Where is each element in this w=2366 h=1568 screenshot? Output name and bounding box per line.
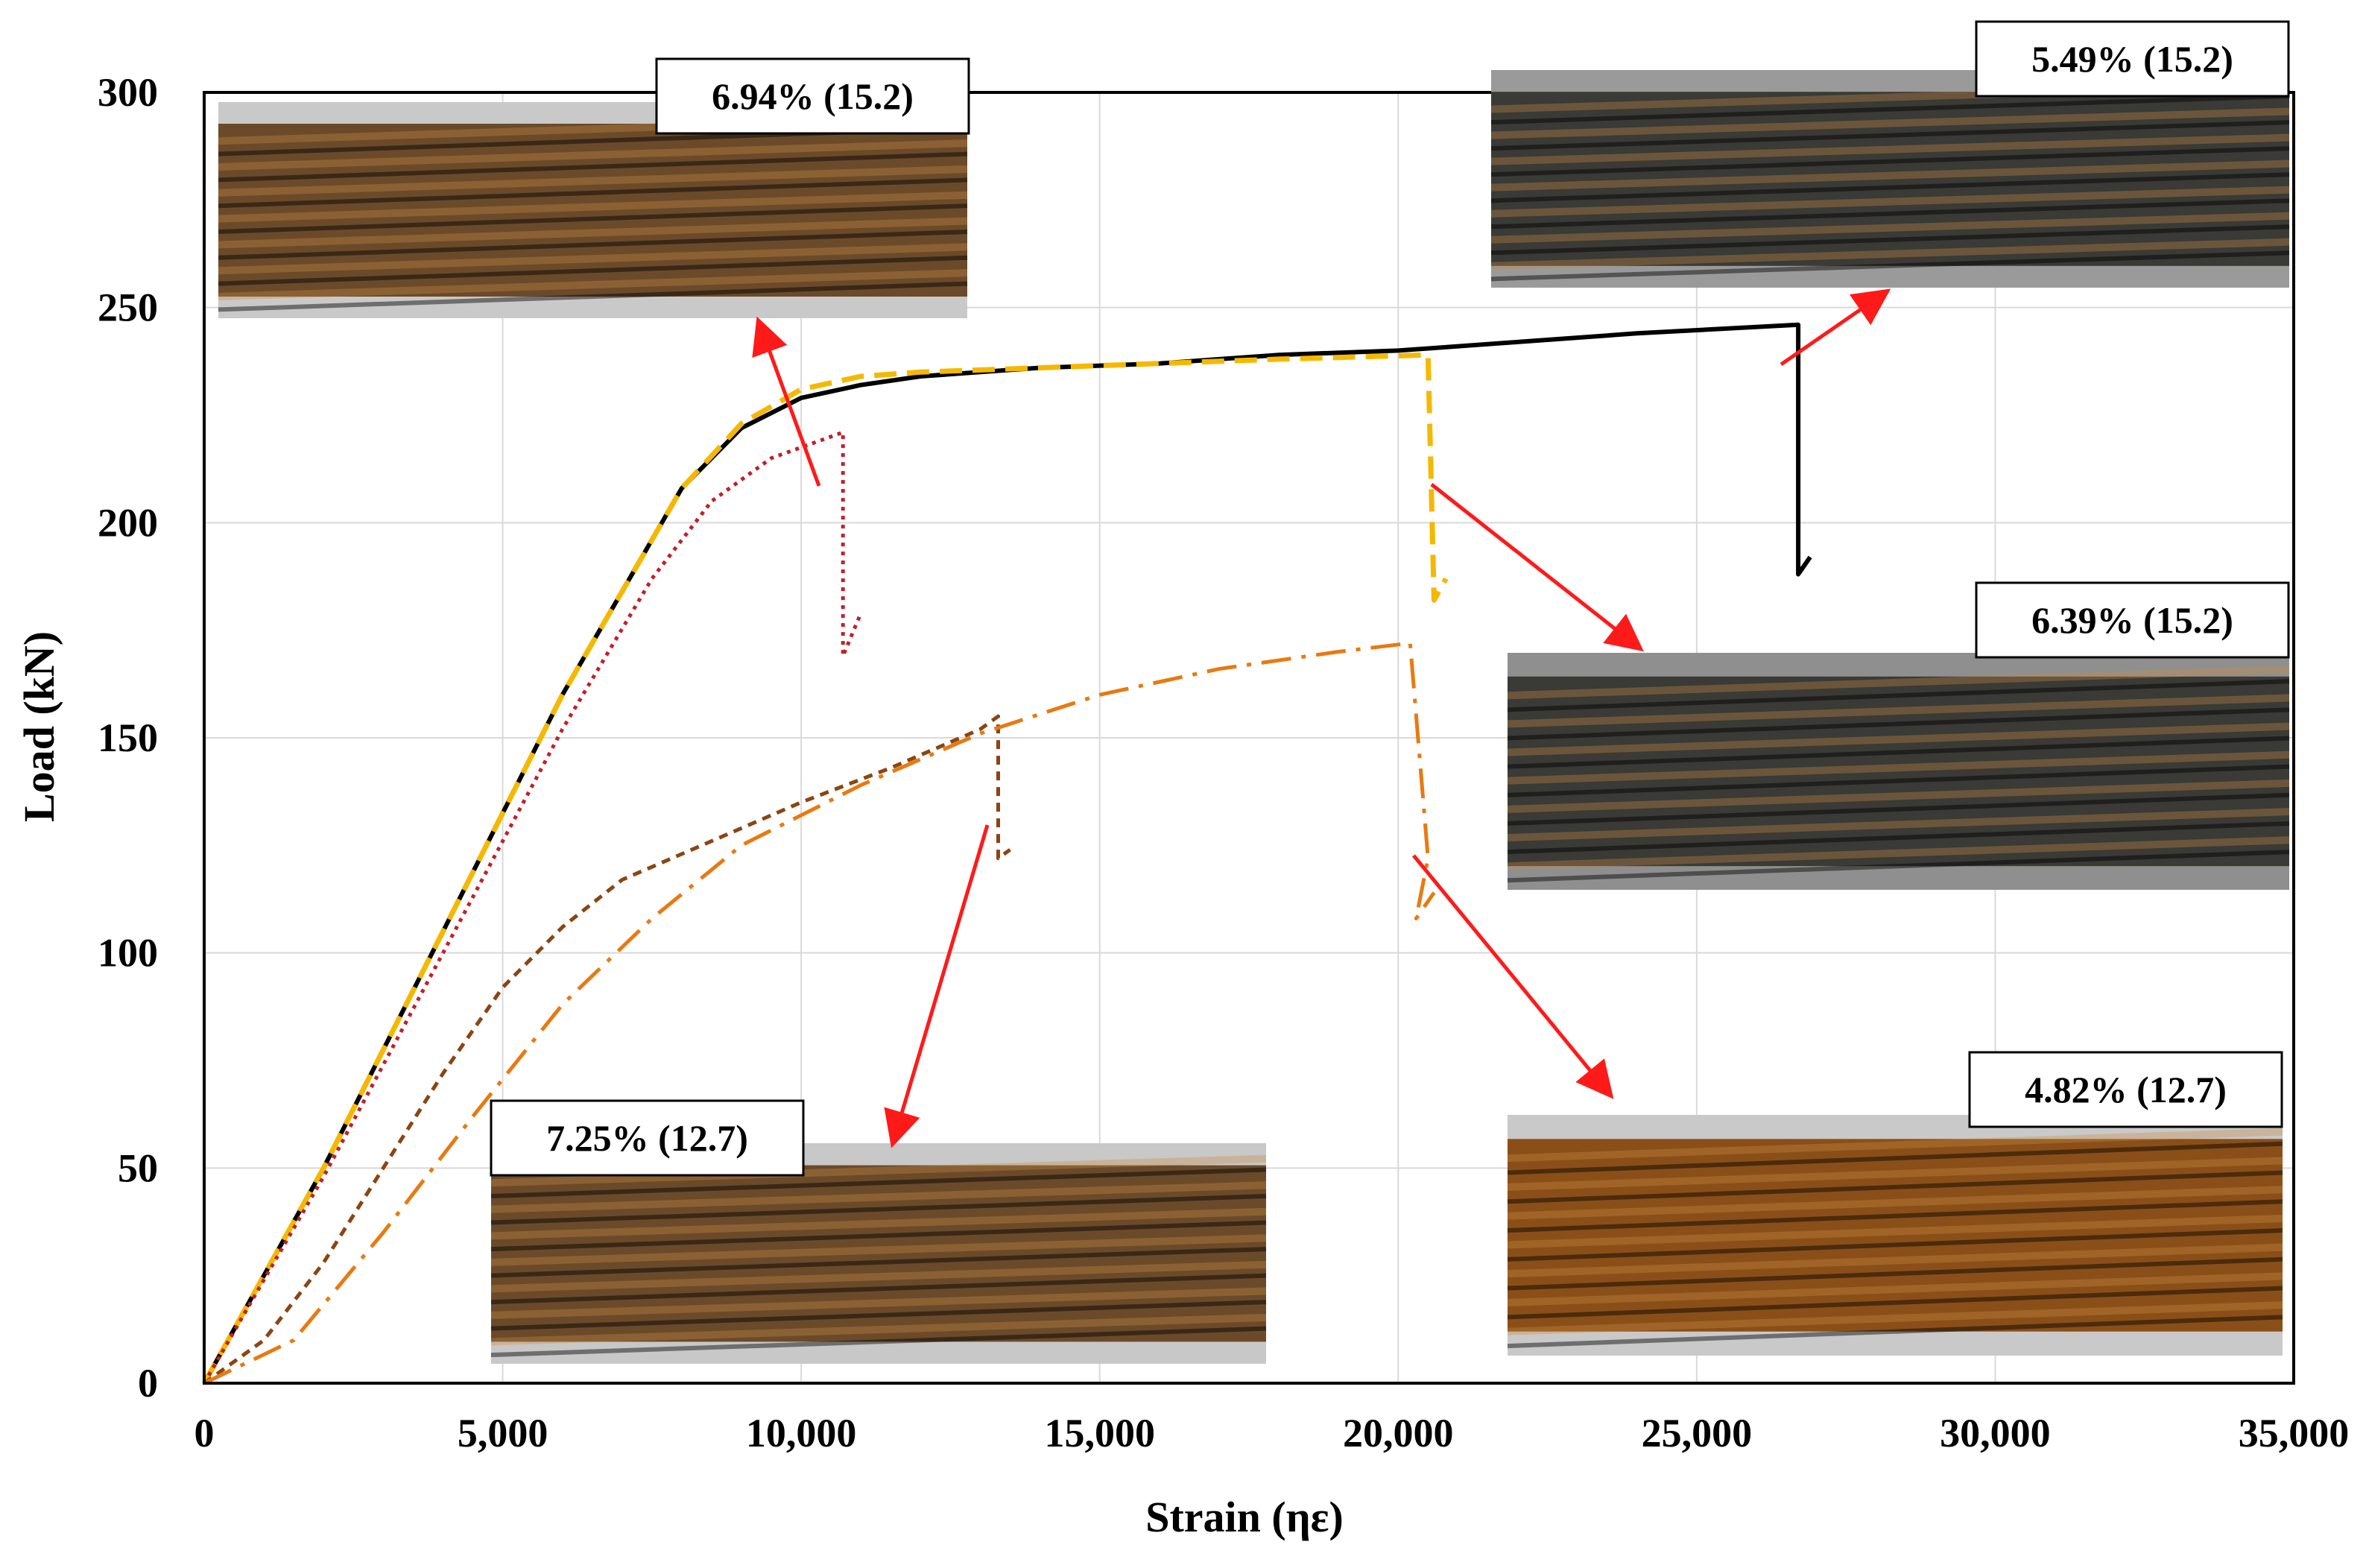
photo-label-4: 7.25% (12.7): [490, 1099, 805, 1177]
x-axis-title: Strain (ηε): [1145, 1493, 1344, 1541]
series-line-2: [201, 352, 1449, 1385]
x-tick-label: 0: [194, 1411, 215, 1455]
photo-label-5: 4.82% (12.7): [1968, 1051, 2283, 1128]
photo-label-3: 6.39% (15.2): [1975, 581, 2290, 659]
arrow-3: [1430, 483, 1644, 652]
arrows: [752, 288, 1891, 1148]
arrow-2: [1780, 288, 1891, 367]
photo-label-2: 5.49% (15.2): [1975, 20, 2290, 98]
strand-photo-4: [490, 1143, 1267, 1364]
x-tick-label: 5,000: [458, 1411, 548, 1455]
photo-labels: 6.94% (15.2) 5.49% (15.2) 6.39% (15.2) 7.25…: [490, 20, 2290, 1177]
x-tick-label: 35,000: [2239, 1411, 2350, 1455]
y-tick-label: 300: [98, 70, 158, 115]
x-tick-label: 10,000: [746, 1411, 857, 1455]
y-tick-label: 150: [98, 715, 158, 760]
y-tick-label: 200: [98, 500, 158, 545]
x-tick-label: 30,000: [1940, 1411, 2051, 1455]
arrow-1: [752, 316, 821, 487]
series-line-4: [203, 714, 1011, 1385]
y-tick-label: 100: [98, 931, 158, 976]
strand-photo-5: [1507, 1115, 2283, 1356]
photo-label-text: 6.94% (15.2): [712, 75, 914, 117]
arrow-5: [1412, 854, 1614, 1099]
strand-photo-1: [218, 102, 968, 318]
photo-label-text: 7.25% (12.7): [546, 1117, 748, 1159]
plot-frame: [203, 91, 2295, 1385]
arrow-4: [884, 824, 990, 1148]
x-tick-label: 20,000: [1343, 1411, 1454, 1455]
photo-label-text: 5.49% (15.2): [2031, 38, 2233, 80]
series-group: [201, 322, 1812, 1385]
strand-photo-3: [1507, 653, 2290, 890]
x-tick-label: 25,000: [1642, 1411, 1753, 1455]
x-tick-label: 15,000: [1044, 1411, 1155, 1455]
photo-label-1: 6.94% (15.2): [655, 57, 970, 135]
strand-photos: [218, 70, 2290, 1364]
photo-label-text: 6.39% (15.2): [2031, 599, 2233, 641]
ticks: 0 5,000 10,000 15,000 20,000 25,000 30,000 35,0…: [98, 70, 2349, 1455]
y-tick-label: 50: [118, 1145, 158, 1190]
y-tick-label: 250: [98, 285, 158, 330]
strand-photo-2: [1490, 70, 2290, 288]
photo-label-text: 4.82% (12.7): [2025, 1069, 2227, 1110]
y-tick-label: 0: [138, 1361, 158, 1406]
y-axis-title: Load (kN): [15, 631, 63, 822]
